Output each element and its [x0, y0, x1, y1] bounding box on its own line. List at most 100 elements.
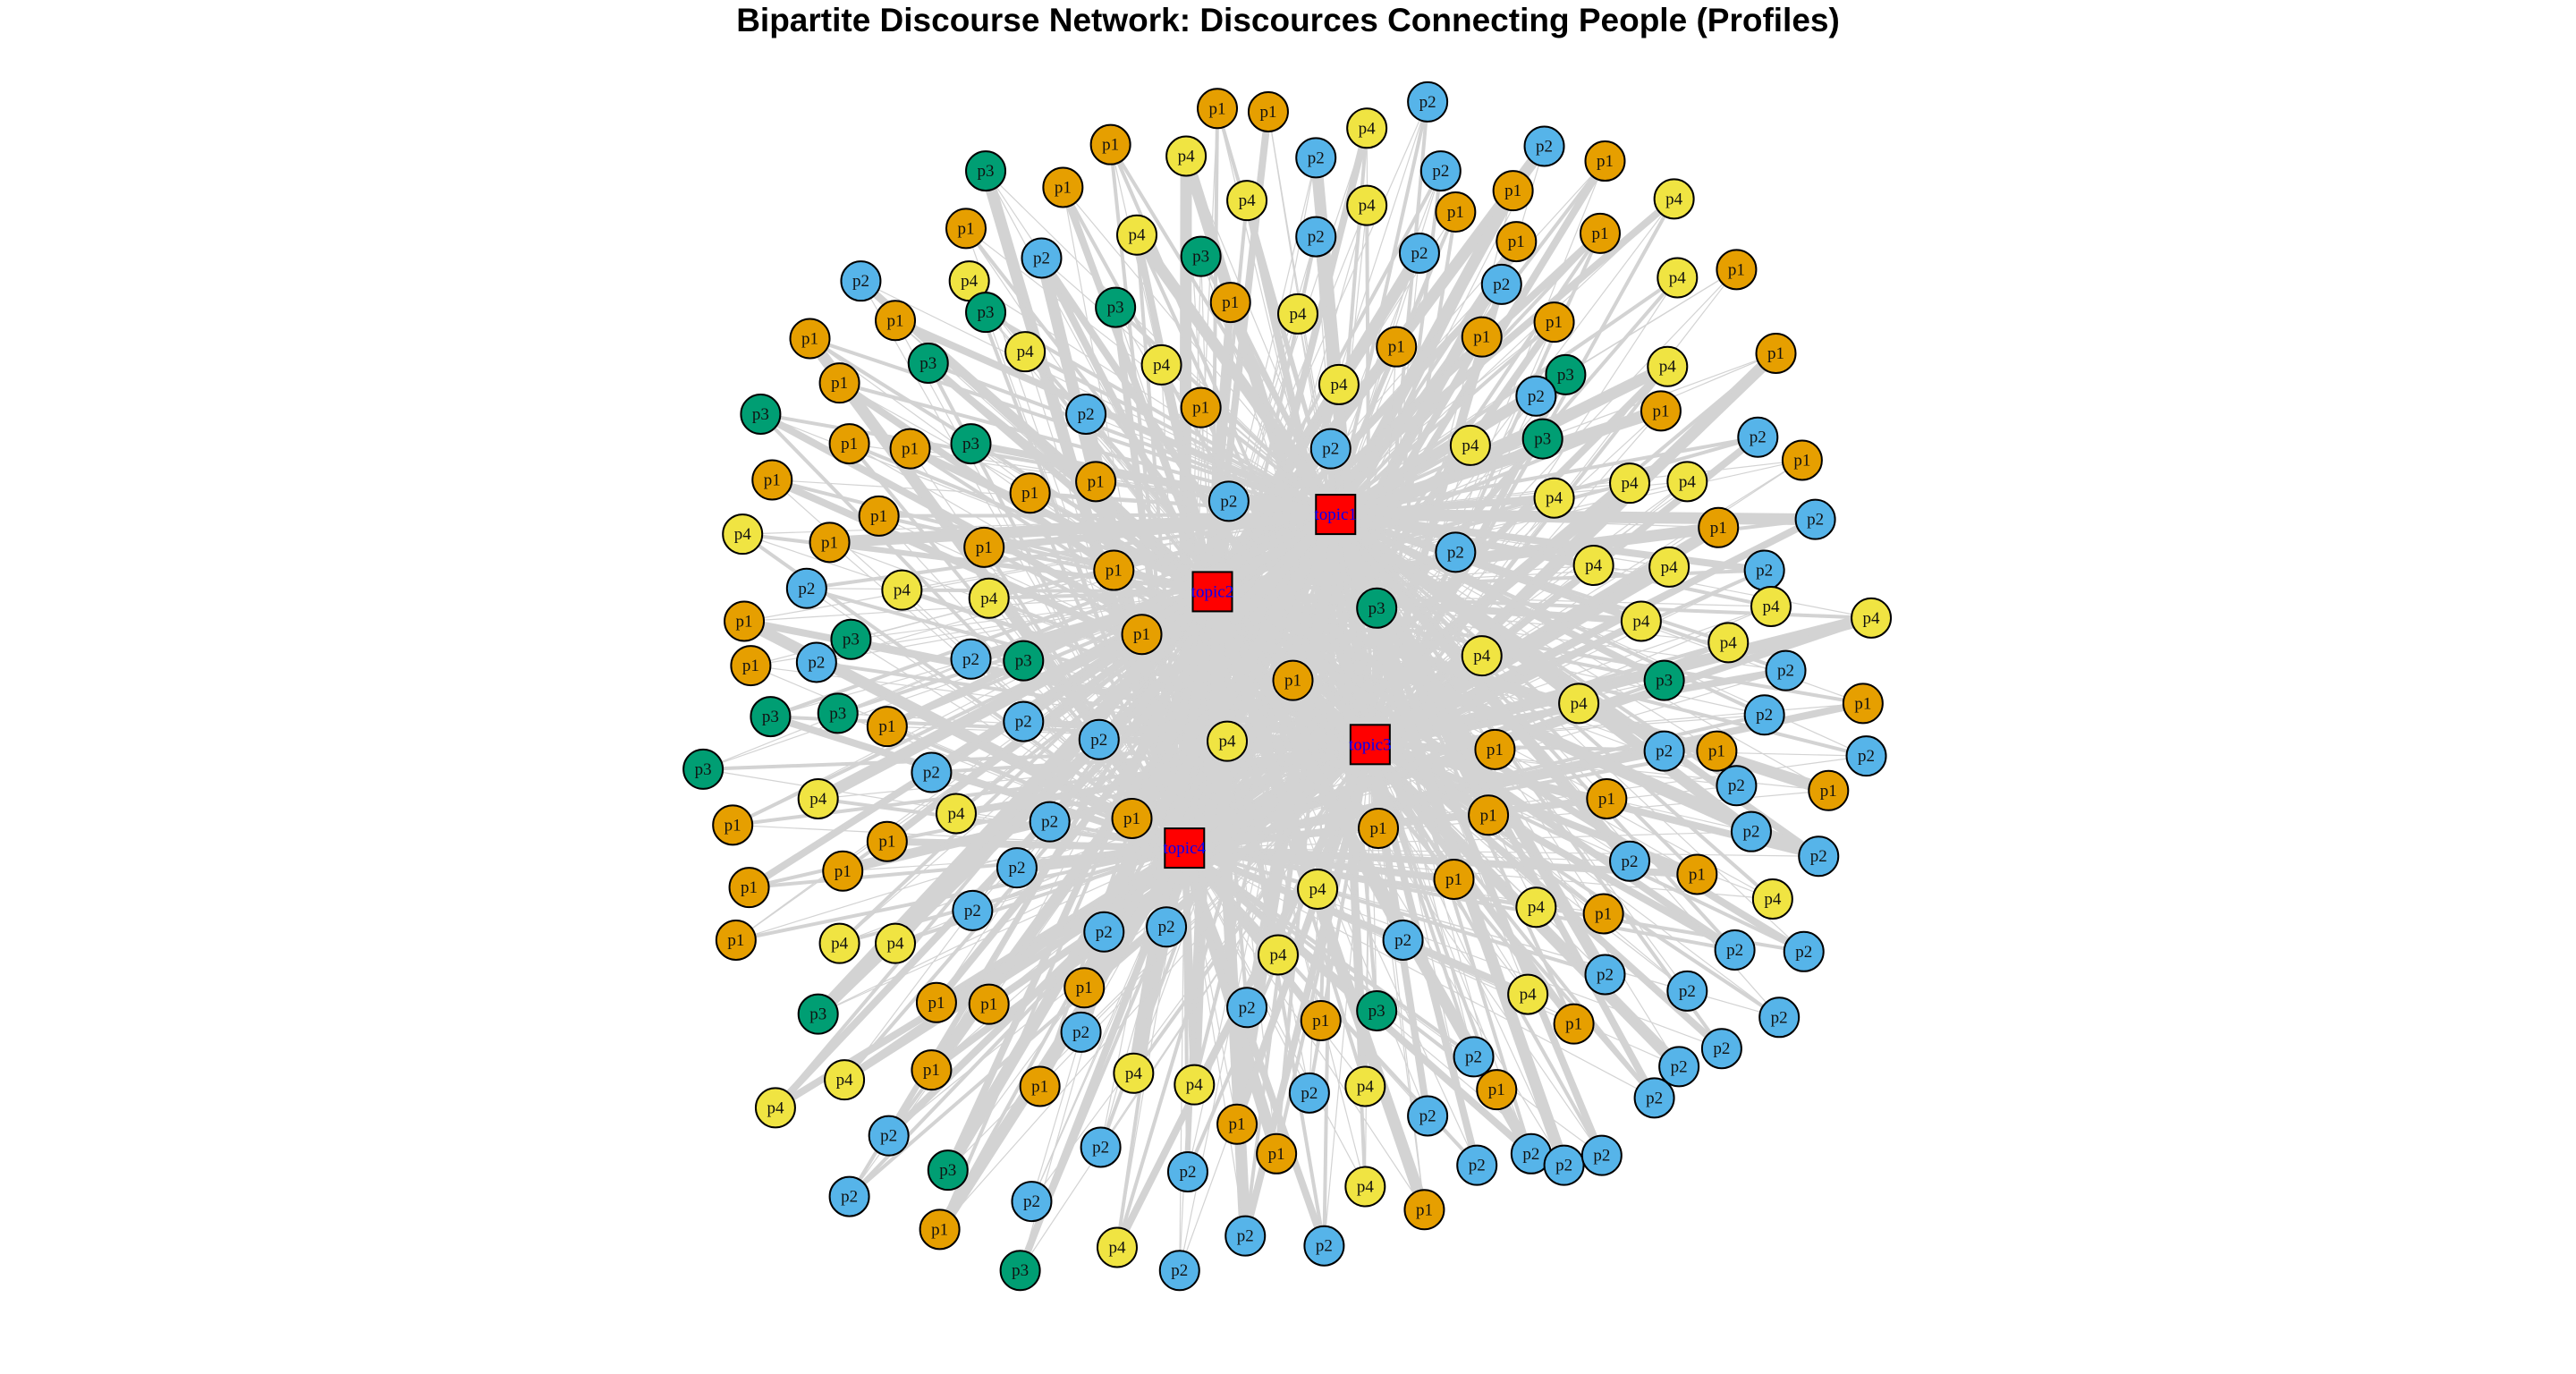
- edge-78-topic1: [1332, 511, 1768, 574]
- person-node-label: p1: [1504, 182, 1521, 200]
- edge-169-topic3: [1368, 742, 1499, 1092]
- edge-187-topic1: [937, 513, 1338, 1232]
- person-node-p2: p2: [1737, 416, 1779, 458]
- person-node-circle: [1609, 462, 1651, 505]
- person-node-label: p2: [1522, 1145, 1539, 1164]
- person-node-p1: p1: [1435, 191, 1477, 233]
- person-node-circle: [1216, 1103, 1258, 1145]
- person-node-circle: [1523, 125, 1565, 167]
- person-node-label: p2: [1656, 742, 1673, 761]
- person-node-circle: [927, 1149, 969, 1192]
- edge-42-topic1: [926, 361, 1338, 517]
- person-node-label: p2: [1465, 1047, 1482, 1066]
- person-node-p1: p1: [889, 428, 931, 470]
- person-node-label: p4: [1585, 556, 1603, 575]
- person-node-p3: p3: [1180, 235, 1222, 277]
- person-node-circle: [1707, 622, 1750, 664]
- person-node-circle: [889, 428, 931, 470]
- person-node-p2: p2: [785, 567, 827, 609]
- person-node-label: p1: [1689, 865, 1706, 884]
- person-node-label: p1: [1123, 810, 1140, 828]
- person-node-circle: [1533, 477, 1575, 519]
- person-node-p4: p4: [1653, 178, 1695, 220]
- person-node-label: p4: [1622, 474, 1640, 493]
- person-node-label: p1: [1031, 1077, 1048, 1096]
- person-node-label: p2: [1419, 93, 1436, 112]
- person-node-circle: [999, 1250, 1041, 1292]
- person-node-circle: [1096, 1226, 1138, 1268]
- person-node-circle: [1798, 835, 1840, 878]
- person-node-p1: p1: [1755, 333, 1797, 375]
- person-node-circle: [1433, 858, 1475, 900]
- person-node-p4: p4: [1707, 622, 1750, 664]
- person-node-label: p4: [1571, 694, 1589, 713]
- person-node-circle: [1842, 683, 1884, 725]
- person-node-circle: [1643, 730, 1685, 772]
- person-node-label: p1: [801, 329, 818, 348]
- edge-133-topic1: [1334, 513, 1775, 902]
- person-node-p1: p1: [1698, 506, 1740, 548]
- person-node-p2: p2: [1783, 930, 1825, 972]
- person-node-circle: [785, 567, 827, 609]
- topic-node-label: topic3: [1349, 735, 1392, 754]
- person-node-circle: [818, 922, 860, 964]
- person-node-circle: [915, 981, 957, 1023]
- person-node-p2: p2: [1743, 549, 1785, 591]
- edge-184-topic3: [1030, 743, 1371, 1202]
- person-node-circle: [715, 919, 757, 961]
- person-node-p2: p2: [1580, 1134, 1623, 1176]
- person-node-circle: [1300, 999, 1342, 1041]
- person-node-p1: p1: [1584, 140, 1626, 182]
- person-node-circle: [1095, 286, 1137, 328]
- person-node-circle: [875, 300, 917, 342]
- person-node-label: p2: [1322, 440, 1339, 459]
- person-node-label: p2: [1308, 228, 1325, 247]
- person-node-circle: [1700, 1028, 1742, 1070]
- person-node-label: p1: [1598, 790, 1615, 809]
- person-node-p1: p1: [1496, 221, 1538, 263]
- person-node-circle: [1272, 659, 1314, 701]
- person-node-p2: p2: [1523, 125, 1565, 167]
- edge-72-topic1: [980, 511, 1340, 551]
- person-node-circle: [1845, 735, 1887, 777]
- person-node-circle: [1197, 88, 1239, 130]
- person-node-p1: p1: [1358, 808, 1400, 850]
- person-node-label: p4: [887, 935, 905, 954]
- person-node-label: p1: [831, 374, 848, 393]
- person-node-p2: p2: [911, 751, 953, 793]
- person-node-p4: p4: [1346, 107, 1388, 149]
- person-node-p1: p1: [751, 459, 793, 501]
- person-node-circle: [1584, 954, 1626, 996]
- edge-85-topic1: [743, 513, 1336, 623]
- person-node-circle: [1435, 531, 1477, 573]
- person-node-p4: p4: [1165, 135, 1208, 177]
- person-node-circle: [950, 423, 992, 465]
- person-node-circle: [875, 922, 917, 964]
- person-node-p4: p4: [1226, 180, 1268, 222]
- person-node-p4: p4: [1851, 597, 1893, 639]
- person-node-label: p4: [1632, 613, 1650, 632]
- person-node-circle: [1558, 683, 1600, 725]
- person-node-p2: p2: [1758, 997, 1801, 1039]
- person-node-label: p1: [1102, 136, 1119, 155]
- topic-node-label: topic2: [1191, 582, 1234, 601]
- person-node-p2: p2: [950, 638, 992, 680]
- person-node-p1: p1: [1300, 999, 1342, 1041]
- person-node-label: p1: [902, 440, 919, 459]
- person-node-p2: p2: [1480, 263, 1522, 305]
- person-node-p4: p4: [1004, 331, 1046, 373]
- person-node-label: p4: [1153, 356, 1171, 375]
- person-node-p4: p4: [1558, 683, 1600, 725]
- person-node-label: p2: [1742, 823, 1759, 842]
- person-node-circle: [1751, 878, 1793, 920]
- edge-25-topic2: [1208, 229, 1604, 596]
- person-node-label: p4: [1679, 472, 1697, 491]
- edge-170-topic3: [1368, 742, 1657, 1100]
- person-node-label: p3: [1107, 299, 1124, 318]
- person-node-p1: p1: [1579, 212, 1621, 254]
- person-node-p1: p1: [1019, 1065, 1061, 1107]
- person-node-label: p4: [1357, 1077, 1375, 1096]
- person-node-circle: [965, 292, 1007, 334]
- person-node-label: p1: [1133, 625, 1150, 644]
- person-node-p2: p2: [1309, 428, 1352, 470]
